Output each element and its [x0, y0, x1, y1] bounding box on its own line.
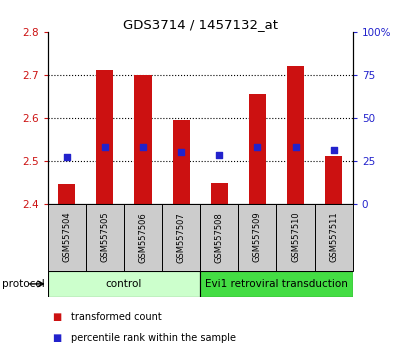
Bar [96, 70, 113, 204]
Point [330, 148, 337, 153]
Bar [200, 204, 238, 271]
Text: ■: ■ [52, 333, 61, 343]
Bar [58, 184, 76, 204]
Point [254, 144, 261, 150]
Bar [287, 66, 304, 204]
Text: GSM557510: GSM557510 [291, 212, 300, 263]
Text: transformed count: transformed count [71, 312, 161, 322]
Bar [315, 204, 353, 271]
Point [63, 154, 70, 160]
Point [140, 144, 146, 150]
Text: protocol: protocol [2, 279, 45, 289]
Bar [134, 75, 151, 204]
Point [216, 153, 222, 158]
Text: control: control [106, 279, 142, 289]
Title: GDS3714 / 1457132_at: GDS3714 / 1457132_at [123, 18, 278, 31]
Bar [325, 156, 342, 204]
Bar [124, 204, 162, 271]
Text: Evi1 retroviral transduction: Evi1 retroviral transduction [205, 279, 348, 289]
Text: GSM557507: GSM557507 [177, 212, 186, 263]
Bar [48, 204, 86, 271]
Text: GSM557505: GSM557505 [100, 212, 110, 263]
Bar [249, 94, 266, 204]
Text: GSM557511: GSM557511 [329, 212, 338, 263]
Bar [48, 271, 200, 297]
Point [102, 144, 108, 150]
Text: GSM557504: GSM557504 [62, 212, 71, 263]
Bar [86, 204, 124, 271]
Bar [211, 183, 228, 204]
Bar [238, 204, 276, 271]
Bar [173, 120, 190, 204]
Point [292, 144, 299, 150]
Point [178, 149, 185, 155]
Bar [162, 204, 200, 271]
Text: percentile rank within the sample: percentile rank within the sample [71, 333, 236, 343]
Text: GSM557509: GSM557509 [253, 212, 262, 263]
Text: GSM557508: GSM557508 [215, 212, 224, 263]
Text: GSM557506: GSM557506 [139, 212, 148, 263]
Text: ■: ■ [52, 312, 61, 322]
Bar [200, 271, 353, 297]
Bar [276, 204, 315, 271]
